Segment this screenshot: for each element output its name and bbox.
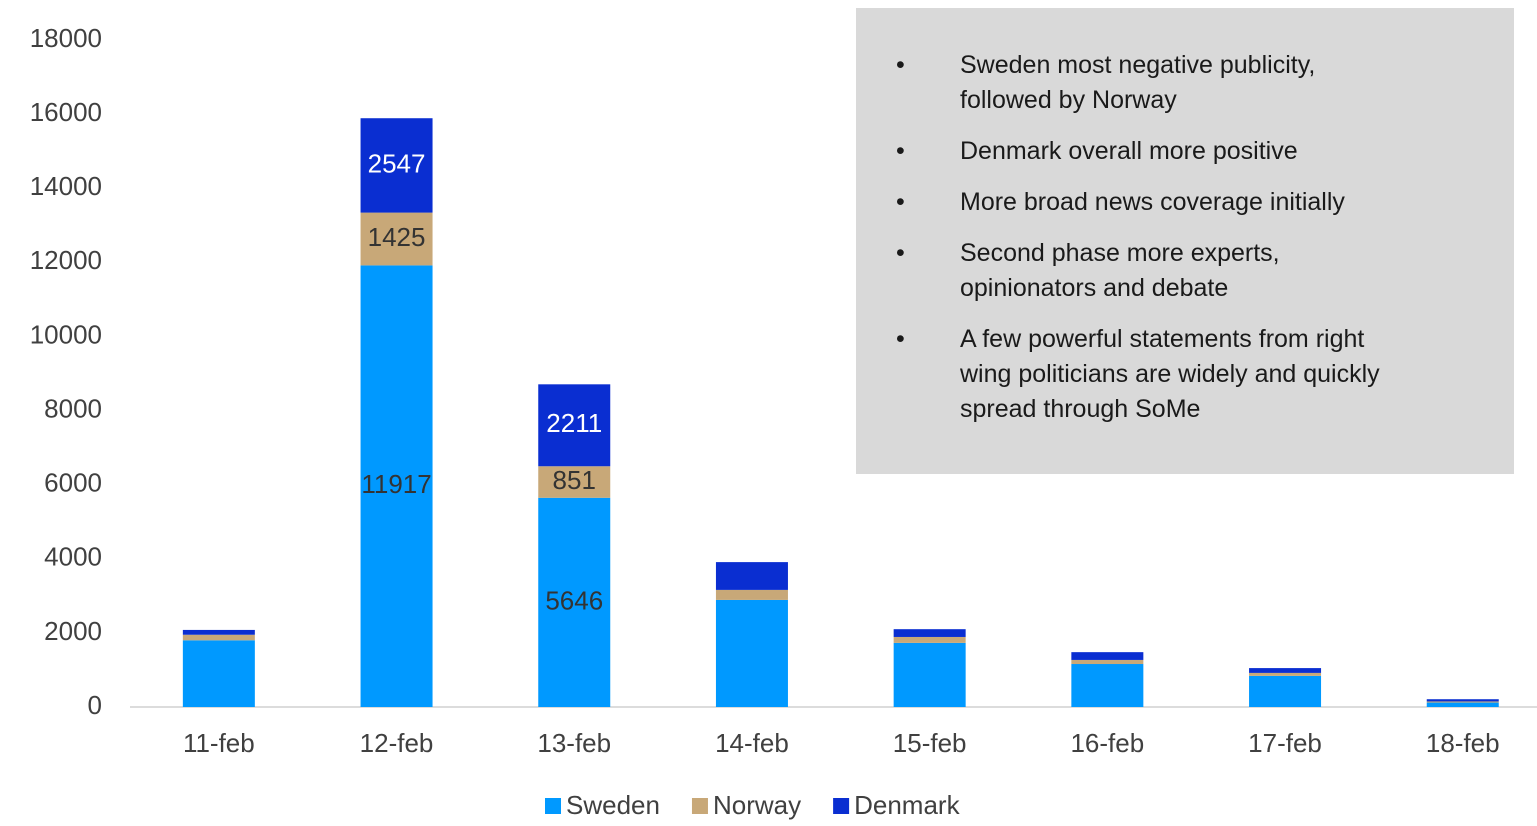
bullet-item: • A few powerful statements from right win… [856, 322, 1514, 427]
legend-label: Denmark [854, 790, 960, 820]
data-label: 11917 [361, 469, 431, 499]
legend-swatch [691, 798, 708, 814]
y-tick-label: 18000 [30, 23, 102, 53]
bullet-text: Sweden most negative publicity, [960, 51, 1316, 79]
bullet-item: • Second phase more experts, opinionators … [856, 236, 1514, 306]
bar-segment [182, 629, 255, 635]
bar-segment [360, 212, 433, 266]
bar-segment [715, 589, 788, 600]
y-tick-label: 6000 [44, 468, 102, 498]
bar-segment [538, 497, 611, 707]
bar-segment [715, 599, 788, 707]
x-tick-label: 18-feb [1426, 728, 1500, 758]
bar-segment [1249, 668, 1322, 673]
bullet-text: followed by Norway [960, 86, 1177, 114]
bullet-text: More broad news coverage initially [960, 188, 1345, 216]
bar-segment [893, 629, 966, 637]
y-tick-label: 12000 [30, 245, 102, 275]
bar-segment [1426, 702, 1499, 707]
data-label: 1425 [368, 222, 426, 252]
bar-segment [1249, 675, 1322, 707]
legend-label: Sweden [566, 790, 660, 820]
bullet-dot: • [896, 325, 905, 353]
bar-segment [360, 265, 433, 707]
data-label: 2211 [546, 408, 602, 438]
bullet-item: • Denmark overall more positive [856, 134, 1514, 169]
y-tick-label: 16000 [30, 97, 102, 127]
y-tick-label: 14000 [30, 171, 102, 201]
bullet-dot: • [896, 137, 905, 165]
x-tick-label: 12-feb [360, 728, 434, 758]
bar-segment [893, 642, 966, 707]
bullet-item: • More broad news coverage initially [856, 185, 1514, 220]
y-tick-label: 8000 [44, 393, 102, 423]
bullet-text: wing politicians are widely and quickly [960, 360, 1380, 388]
bar-segment [1426, 701, 1499, 703]
bullet-item: • Sweden most negative publicity, followed… [856, 48, 1514, 118]
x-tick-label: 16-feb [1070, 728, 1144, 758]
bullet-text: spread through SoMe [960, 395, 1201, 423]
y-tick-label: 4000 [44, 542, 102, 572]
y-tick-label: 2000 [44, 616, 102, 646]
bullet-dot: • [896, 239, 905, 267]
y-tick-label: 10000 [30, 319, 102, 349]
bar-segment [1426, 699, 1499, 702]
bar-segment [1071, 664, 1144, 707]
bar-segment [1249, 672, 1322, 676]
legend-swatch [545, 798, 561, 814]
bullet-text: opinionators and debate [960, 274, 1229, 302]
bar-segment [538, 466, 611, 498]
data-label: 2547 [368, 148, 426, 178]
x-tick-label: 13-feb [537, 728, 611, 758]
x-tick-label: 14-feb [715, 728, 789, 758]
bar-segment [1071, 652, 1144, 660]
x-tick-label: 17-feb [1248, 728, 1322, 758]
bar-segment [1071, 659, 1144, 665]
bar-segment [182, 634, 255, 641]
legend-label: Norway [713, 790, 801, 820]
bar-segment [538, 384, 611, 467]
y-tick-label: 0 [88, 690, 102, 720]
x-tick-label: 15-feb [893, 728, 967, 758]
x-tick-label: 11-feb [183, 728, 255, 758]
bullet-text: Denmark overall more positive [960, 137, 1298, 165]
bullet-text: Second phase more experts, [960, 239, 1280, 267]
bar-segment [360, 118, 433, 213]
bullet-dot: • [896, 51, 905, 79]
annotation-box: • Sweden most negative publicity, followed… [856, 8, 1514, 474]
bullet-dot: • [896, 188, 905, 216]
bar-segment [715, 562, 788, 590]
legend-swatch [833, 798, 850, 814]
bar-segment [182, 640, 255, 707]
bullet-text: A few powerful statements from right [960, 325, 1365, 353]
data-label: 5646 [545, 585, 603, 615]
bar-segment [893, 636, 966, 643]
data-label: 851 [553, 465, 596, 495]
